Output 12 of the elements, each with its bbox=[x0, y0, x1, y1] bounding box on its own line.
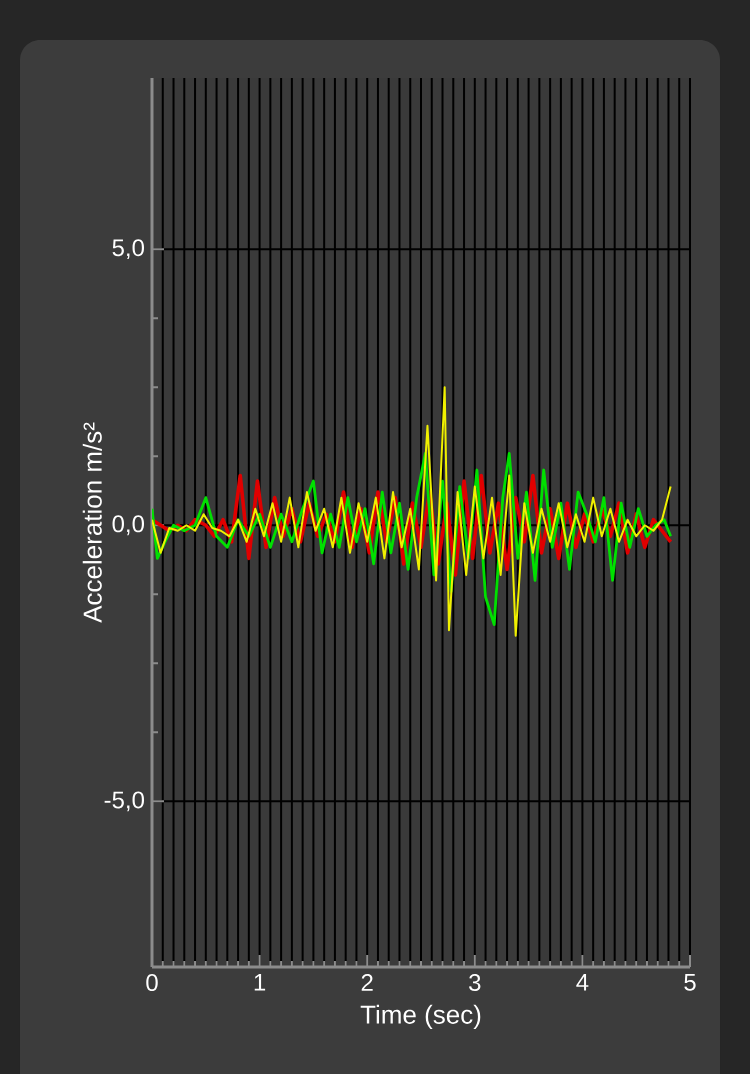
x-tick-label: 0 bbox=[146, 974, 158, 992]
x-tick-label: 1 bbox=[254, 974, 266, 991]
x-tick-label: 2 bbox=[361, 974, 373, 991]
x-axis-title: Time (sec) bbox=[360, 1004, 481, 1030]
x-tick-label: 3 bbox=[469, 974, 481, 992]
y-tick-label: 5,0 bbox=[112, 239, 145, 260]
y-axis-title: Acceleration m/s² bbox=[82, 422, 102, 623]
y-tick-label: -5,0 bbox=[104, 791, 145, 812]
x-tick-label: 4 bbox=[576, 974, 589, 991]
y-tick-label: 0,0 bbox=[112, 515, 145, 536]
x-tick-label: 5 bbox=[684, 974, 696, 991]
line-series bbox=[152, 386, 672, 637]
